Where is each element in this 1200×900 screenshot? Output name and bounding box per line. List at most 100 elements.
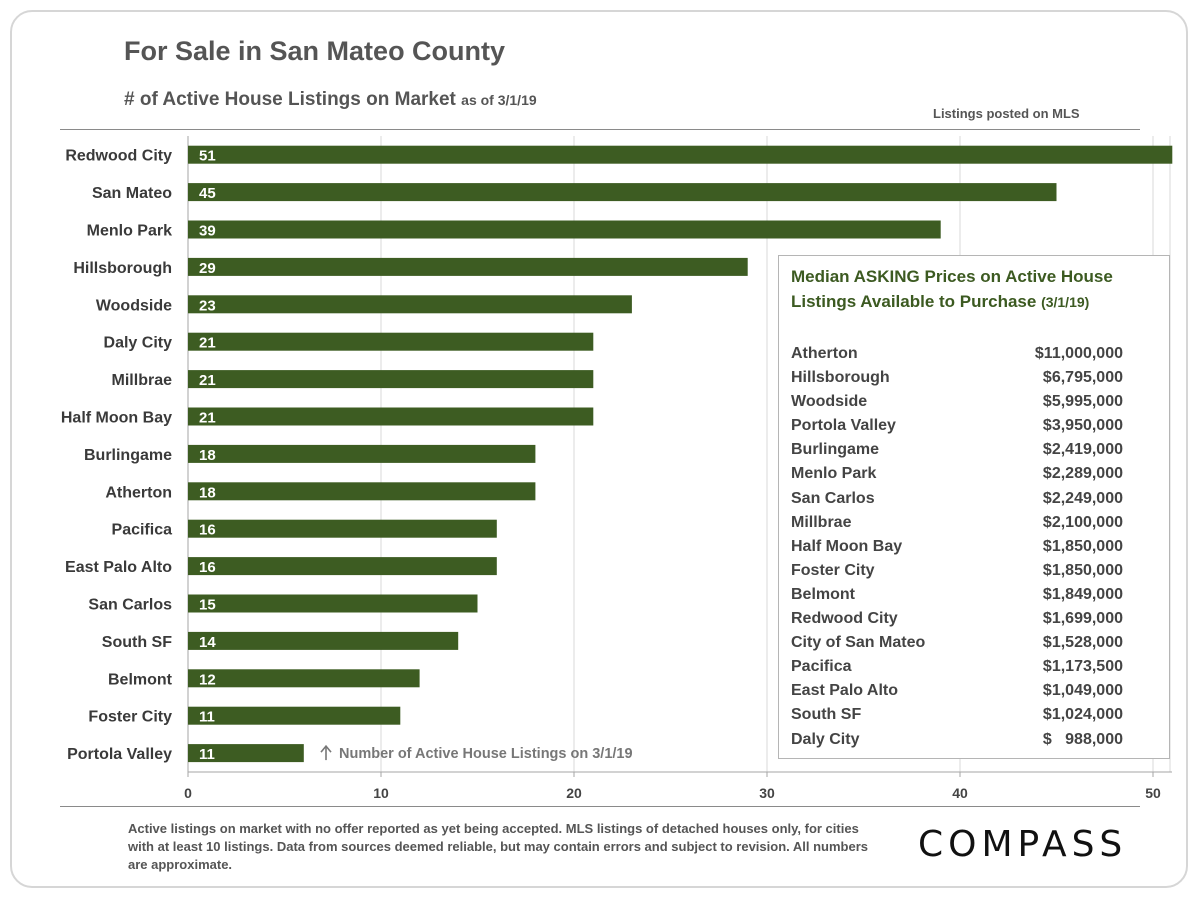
price-row-value: $1,850,000 (1042, 537, 1123, 555)
price-row-city: Daly City (791, 730, 860, 748)
category-label: Daly City (104, 335, 173, 352)
price-row-city: Atherton (791, 345, 858, 362)
price-row-value: $3,950,000 (1042, 417, 1123, 435)
price-row: Burlingame $2,419,000 (791, 438, 1123, 462)
data-label: 21 (199, 410, 216, 427)
price-row: City of San Mateo $1,528,000 (791, 631, 1123, 655)
price-row-value: $1,024,000 (1042, 706, 1123, 724)
data-label: 16 (199, 522, 216, 539)
price-row-value: $1,528,000 (1042, 634, 1123, 652)
annotation-text: Number of Active House Listings on 3/1/1… (339, 746, 633, 762)
price-row-city: Belmont (791, 585, 855, 603)
price-row: South SF $1,024,000 (791, 703, 1123, 727)
data-label: 45 (199, 185, 216, 202)
price-row-city: Half Moon Bay (791, 537, 903, 555)
price-row: Menlo Park $2,289,000 (791, 462, 1123, 486)
bar (188, 183, 1057, 202)
data-label: 21 (199, 335, 216, 352)
category-label: Foster City (88, 709, 172, 726)
bar (188, 145, 1173, 164)
price-row-city: Portola Valley (791, 417, 896, 435)
price-row-value: $2,249,000 (1042, 489, 1123, 507)
data-label: 14 (199, 634, 216, 651)
price-row-city: San Carlos (791, 489, 875, 507)
bar (188, 332, 594, 351)
bar (188, 706, 401, 725)
price-list: Atherton $11,000,000 Hillsborough $6,795,00… (791, 342, 1123, 752)
price-row-city: Redwood City (791, 610, 898, 628)
bar (188, 744, 304, 763)
category-label: South SF (102, 634, 172, 651)
footnote: Active listings on market with no offer … (128, 821, 869, 872)
x-tick-label: 50 (1145, 785, 1161, 801)
price-row-value: $2,100,000 (1042, 513, 1123, 531)
category-label: Redwood City (65, 148, 172, 165)
panel-title: Median ASKING Prices on Active House Lis… (791, 264, 1161, 315)
category-label: Belmont (108, 671, 173, 688)
price-row: Pacifica $1,173,500 (791, 655, 1123, 679)
price-row-value: $1,849,000 (1042, 585, 1123, 603)
bar (188, 557, 497, 576)
price-row: Atherton $11,000,000 (791, 342, 1123, 366)
panel-title-main: Median ASKING Prices on Active House Lis… (791, 267, 1113, 311)
x-tick-label: 20 (566, 785, 582, 801)
price-row: Half Moon Bay $1,850,000 (791, 535, 1123, 559)
subtitle-main: # of Active House Listings on Market (124, 89, 456, 110)
price-row: East Palo Alto $1,049,000 (791, 679, 1123, 703)
x-tick-label: 30 (759, 785, 775, 801)
price-row: Redwood City $1,699,000 (791, 607, 1123, 631)
price-row-value: $1,850,000 (1042, 561, 1123, 579)
price-row: Hillsborough $6,795,000 (791, 366, 1123, 390)
panel-title-date: (3/1/19) (1041, 294, 1090, 310)
data-label: 29 (199, 260, 216, 277)
bar (188, 482, 536, 501)
data-label: 18 (199, 447, 216, 464)
bar (188, 519, 497, 538)
subtitle-date: as of 3/1/19 (461, 92, 537, 108)
median-price-panel: Median ASKING Prices on Active House Lis… (778, 255, 1170, 759)
annotation-arrowhead-icon (320, 744, 332, 753)
price-row-city: Millbrae (791, 513, 852, 531)
bar-chart: 0 10 20 30 40 50 Redwood City 51 San Mateo 45 Menl… (61, 136, 1173, 801)
category-label: Menlo Park (87, 223, 172, 240)
price-row-city: Foster City (791, 561, 875, 579)
price-row-city: Woodside (791, 393, 868, 411)
price-row-value: $ 988,000 (1042, 730, 1123, 748)
slide-frame (10, 10, 1188, 888)
bar (188, 370, 594, 389)
bar (188, 257, 748, 276)
price-row: Portola Valley $3,950,000 (791, 414, 1123, 438)
bar (188, 669, 420, 688)
data-label: 51 (199, 148, 216, 165)
price-row-value: $2,419,000 (1042, 441, 1123, 459)
price-row-value: $1,173,500 (1042, 658, 1123, 676)
data-label: 11 (199, 709, 215, 726)
data-label: 15 (199, 597, 216, 614)
compass-logo: COMPASS (918, 824, 1128, 865)
price-row: San Carlos $2,249,000 (791, 487, 1123, 511)
price-row: Daly City $ 988,000 (791, 728, 1123, 752)
chart-subtitle: # of Active House Listings on Market as … (124, 89, 537, 111)
bar (188, 631, 459, 650)
bar (188, 444, 536, 463)
data-label: 16 (199, 559, 216, 576)
price-row-value: $6,795,000 (1042, 369, 1123, 387)
bar (188, 594, 478, 613)
price-row-city: East Palo Alto (791, 682, 898, 700)
data-label: 23 (199, 297, 216, 314)
price-row-value: $5,995,000 (1042, 393, 1123, 411)
data-label: 39 (199, 223, 216, 240)
category-label: San Mateo (92, 185, 172, 202)
bar (188, 220, 941, 239)
data-label: 12 (199, 671, 216, 688)
data-label: 11 (199, 746, 215, 763)
bar (188, 407, 594, 426)
data-label: 18 (199, 484, 216, 501)
price-row: Foster City $1,850,000 (791, 559, 1123, 583)
data-label: 21 (199, 372, 216, 389)
price-row: Belmont $1,849,000 (791, 583, 1123, 607)
x-tick-label: 10 (373, 785, 389, 801)
category-label: Pacifica (112, 522, 173, 539)
price-row-value: $1,699,000 (1042, 610, 1123, 628)
category-label: East Palo Alto (65, 559, 172, 576)
